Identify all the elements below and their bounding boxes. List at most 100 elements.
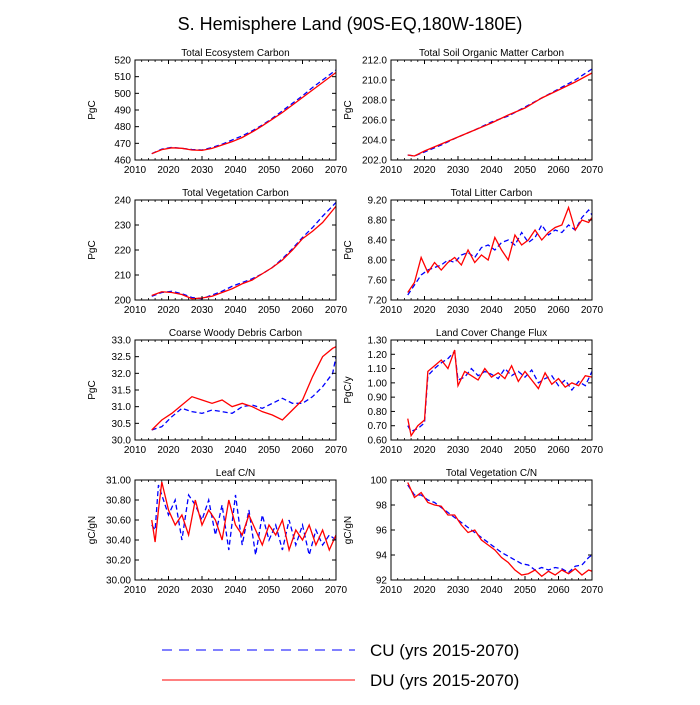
panel-total-vegetation-carbon-xtick-label: 2010 (124, 305, 147, 316)
panel-total-ecosystem-carbon-ytick-label: 490 (114, 106, 131, 117)
panel-total-ecosystem-carbon-ytick-label: 480 (114, 122, 131, 133)
panel-coarse-woody-debris-carbon-xtick-label: 2060 (291, 445, 314, 456)
panel-total-ecosystem-carbon-xtick-label: 2050 (258, 165, 281, 176)
panel-land-cover-change-flux-ytick-label: 0.60 (368, 436, 388, 447)
panel-coarse-woody-debris-carbon-series-du (151, 346, 336, 431)
panel-total-litter-carbon-xtick-label: 2020 (413, 305, 436, 316)
panel-total-vegetation-c-n-ytick-label: 96 (376, 526, 388, 537)
panel-total-litter-carbon-xtick-label: 2030 (447, 305, 470, 316)
panel-leaf-c-n-xtick-label: 2010 (124, 585, 147, 596)
panel-total-litter-carbon-xtick-label: 2070 (581, 305, 604, 316)
panel-total-vegetation-c-n-xtick-label: 2010 (380, 585, 403, 596)
panel-land-cover-change-flux-ytick-label: 1.00 (368, 378, 388, 389)
panel-coarse-woody-debris-carbon-xtick-label: 2030 (191, 445, 214, 456)
panel-total-vegetation-c-n-ytick-label: 98 (376, 501, 388, 512)
panel-total-soil-organic-matter-carbon-ytick-label: 206.0 (362, 116, 387, 127)
panel-total-vegetation-carbon-series-cu (151, 202, 336, 300)
panel-coarse-woody-debris-carbon-ytick-label: 32.5 (112, 352, 132, 363)
panel-total-vegetation-c-n-ytick-label: 100 (370, 476, 387, 487)
panel-total-litter-carbon-ytick-label: 8.40 (368, 236, 388, 247)
legend-label-cu: CU (yrs 2015-2070) (370, 641, 519, 660)
panel-total-vegetation-carbon-xtick-label: 2060 (291, 305, 314, 316)
panel-total-litter-carbon: 2010 2020 2030 2040 2050 2060 2070 7.20 7.60 8.00… (343, 188, 604, 316)
panel-leaf-c-n-xtick-label: 2050 (258, 585, 281, 596)
panel-total-ecosystem-carbon-title: Total Ecosystem Carbon (181, 48, 289, 59)
panel-coarse-woody-debris-carbon-xtick-label: 2050 (258, 445, 281, 456)
panel-leaf-c-n-xtick-label: 2020 (157, 585, 180, 596)
panel-land-cover-change-flux-xtick-label: 2070 (581, 445, 604, 456)
panel-total-vegetation-c-n-ytick-label: 92 (376, 576, 388, 587)
panel-land-cover-change-flux-ylabel: PgC/y (343, 376, 354, 403)
panel-total-ecosystem-carbon-frame (134, 59, 337, 161)
panel-total-vegetation-carbon-xtick-label: 2040 (224, 305, 247, 316)
panel-total-vegetation-carbon-ytick-label: 240 (114, 196, 131, 207)
panel-total-soil-organic-matter-carbon: 2010 2020 2030 2040 2050 2060 2070 202.0 204.0 20… (343, 48, 604, 176)
panel-total-vegetation-carbon-title: Total Vegetation Carbon (182, 188, 289, 199)
panel-land-cover-change-flux-xtick-label: 2030 (447, 445, 470, 456)
panel-total-vegetation-c-n-xtick-label: 2030 (447, 585, 470, 596)
panel-total-ecosystem-carbon-ylabel: PgC (87, 100, 98, 119)
panel-total-litter-carbon-ytick-label: 8.00 (368, 256, 388, 267)
panel-leaf-c-n-xtick-label: 2030 (191, 585, 214, 596)
panel-total-ecosystem-carbon-xtick-label: 2010 (124, 165, 147, 176)
panel-total-soil-organic-matter-carbon-ytick-label: 212.0 (362, 56, 387, 67)
panel-total-soil-organic-matter-carbon-xtick-label: 2050 (514, 165, 537, 176)
panel-total-vegetation-carbon-series-du (151, 205, 336, 300)
panel-land-cover-change-flux-series-du (407, 349, 592, 438)
panel-land-cover-change-flux-ytick-label: 0.70 (368, 421, 388, 432)
panel-total-soil-organic-matter-carbon-ytick-label: 208.0 (362, 96, 387, 107)
panel-total-litter-carbon-title: Total Litter Carbon (451, 188, 533, 199)
panel-total-vegetation-c-n-ylabel: gC/gN (343, 516, 354, 544)
panel-total-vegetation-c-n-xtick-label: 2070 (581, 585, 604, 596)
panel-total-vegetation-c-n-ytick-label: 94 (376, 551, 388, 562)
panel-land-cover-change-flux-title: Land Cover Change Flux (436, 328, 547, 339)
panel-total-litter-carbon-series-cu (407, 208, 592, 296)
panel-leaf-c-n-ytick-label: 30.80 (106, 496, 131, 507)
panel-total-soil-organic-matter-carbon-ylabel: PgC (343, 100, 354, 119)
panel-coarse-woody-debris-carbon-ylabel: PgC (87, 380, 98, 399)
panel-land-cover-change-flux-xtick-label: 2020 (413, 445, 436, 456)
panel-coarse-woody-debris-carbon-xtick-label: 2040 (224, 445, 247, 456)
panel-leaf-c-n-ytick-label: 30.00 (106, 576, 131, 587)
panel-total-vegetation-carbon-xtick-label: 2050 (258, 305, 281, 316)
panel-total-litter-carbon-ytick-label: 8.80 (368, 216, 388, 227)
panel-coarse-woody-debris-carbon-xtick-label: 2010 (124, 445, 147, 456)
panel-leaf-c-n-xtick-label: 2040 (224, 585, 247, 596)
panel-land-cover-change-flux-ytick-label: 1.10 (368, 364, 388, 375)
panel-total-soil-organic-matter-carbon-xtick-label: 2020 (413, 165, 436, 176)
panel-leaf-c-n-ytick-label: 30.40 (106, 536, 131, 547)
panel-total-vegetation-c-n-series-du (407, 482, 592, 578)
panel-coarse-woody-debris-carbon-series-cu (151, 356, 336, 431)
panel-total-litter-carbon-xtick-label: 2050 (514, 305, 537, 316)
panel-leaf-c-n-series-du (151, 481, 336, 553)
panel-land-cover-change-flux-ytick-label: 1.20 (368, 350, 388, 361)
panel-total-soil-organic-matter-carbon-xtick-label: 2010 (380, 165, 403, 176)
panel-total-vegetation-c-n-xtick-label: 2020 (413, 585, 436, 596)
panel-leaf-c-n-ylabel: gC/gN (87, 516, 98, 544)
panel-coarse-woody-debris-carbon-ytick-label: 31.5 (112, 386, 132, 397)
panel-total-ecosystem-carbon-ytick-label: 470 (114, 139, 131, 150)
panel-leaf-c-n-ytick-label: 31.00 (106, 476, 131, 487)
panel-total-litter-carbon-ytick-label: 9.20 (368, 196, 388, 207)
panel-coarse-woody-debris-carbon: 2010 2020 2030 2040 2050 2060 2070 30.0 30.5 31.0… (87, 328, 348, 456)
panel-leaf-c-n: 2010 2020 2030 2040 2050 2060 2070 30.00 30.20 30… (87, 468, 348, 596)
panel-total-ecosystem-carbon-xtick-label: 2070 (325, 165, 348, 176)
panel-land-cover-change-flux-xtick-label: 2050 (514, 445, 537, 456)
panel-total-vegetation-c-n-xtick-label: 2050 (514, 585, 537, 596)
panel-total-ecosystem-carbon-xtick-label: 2030 (191, 165, 214, 176)
panel-coarse-woody-debris-carbon-ytick-label: 30.0 (112, 436, 132, 447)
panel-total-ecosystem-carbon-series-cu (151, 69, 336, 155)
panel-total-litter-carbon-ytick-label: 7.20 (368, 296, 388, 307)
panel-total-litter-carbon-series-du (407, 205, 592, 293)
panel-leaf-c-n-ytick-label: 30.60 (106, 516, 131, 527)
panels: 2010 2020 2030 2040 2050 2060 2070 460 470 480 490… (87, 48, 604, 596)
panel-land-cover-change-flux-series-cu (407, 349, 592, 433)
panel-total-vegetation-c-n: 2010 2020 2030 2040 2050 2060 2070 92 94 96 98 100 T… (343, 468, 604, 596)
panel-total-vegetation-carbon-ylabel: PgC (87, 240, 98, 259)
panel-total-soil-organic-matter-carbon-xtick-label: 2040 (480, 165, 503, 176)
panel-total-vegetation-carbon-ytick-label: 200 (114, 296, 131, 307)
panel-coarse-woody-debris-carbon-ytick-label: 31.0 (112, 402, 132, 413)
panel-coarse-woody-debris-carbon-frame (134, 339, 337, 441)
panel-total-soil-organic-matter-carbon-ytick-label: 210.0 (362, 76, 387, 87)
